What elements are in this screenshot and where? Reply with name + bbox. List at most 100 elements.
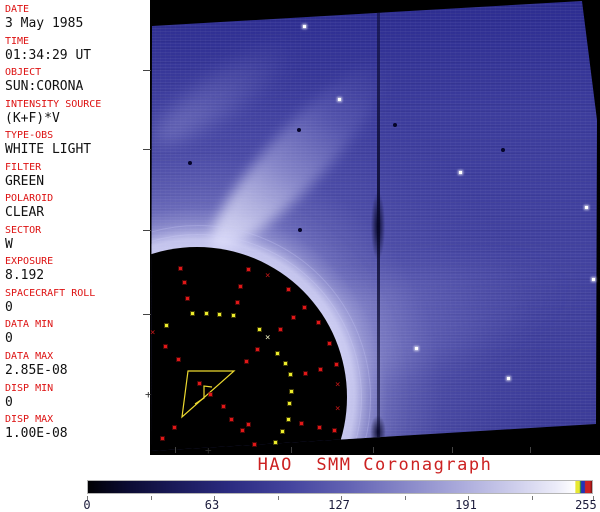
field-value: 0 <box>5 331 13 347</box>
field-label: SPACECRAFT ROLL <box>5 287 96 299</box>
colorbar-tick <box>214 496 215 500</box>
fiducial-cross: × <box>150 328 156 338</box>
fiducial-dot <box>303 371 308 376</box>
fiducial-dot <box>316 320 321 325</box>
fiducial-cross: × <box>265 271 271 281</box>
metadata-field: DISP MIN 0 <box>0 382 150 414</box>
field-value: 0 <box>5 394 13 410</box>
fiducial-cross: × <box>335 380 341 390</box>
plus-fiducial-marker: + <box>145 388 152 401</box>
metadata-field: DATA MIN 0 <box>0 318 150 350</box>
field-label: FILTER <box>5 161 42 173</box>
fiducial-dot <box>273 440 278 445</box>
fiducial-dot <box>197 381 202 386</box>
metadata-field: TYPE-OBS WHITE LIGHT <box>0 129 150 161</box>
colorbar-tick <box>150 496 152 500</box>
fiducial-dot <box>275 351 280 356</box>
field-value: 3 May 1985 <box>5 16 84 31</box>
fiducial-dot <box>255 347 260 352</box>
fiducial-dot <box>283 361 288 366</box>
metadata-field: SPACECRAFT ROLL 0 <box>0 287 150 319</box>
field-label: POLAROID <box>5 193 54 205</box>
metadata-field: OBJECT SUN:CORONA <box>0 66 150 98</box>
star-point <box>459 171 462 174</box>
metadata-field: POLAROID CLEAR <box>0 192 150 224</box>
fiducial-dot <box>286 417 291 422</box>
field-value: CLEAR <box>5 205 45 221</box>
fiducial-cross: × <box>335 404 341 414</box>
fiducial-dot <box>257 327 262 332</box>
metadata-field: DATA MAX 2.85E-08 <box>0 350 150 382</box>
star-point <box>338 98 341 101</box>
fiducial-cross: × <box>265 333 271 343</box>
fiducial-dot <box>172 425 177 430</box>
caption-title: HAO SMM Coronagraph <box>257 455 493 475</box>
fiducial-dot <box>246 422 251 427</box>
field-label: EXPOSURE <box>5 256 54 268</box>
detector-frame <box>151 1 597 451</box>
colorbar-label: 63 <box>204 498 220 512</box>
fiducial-dot <box>217 312 222 317</box>
axis-tick-left <box>143 314 151 315</box>
fiducial-dot <box>280 429 285 434</box>
fiducial-dot <box>334 362 339 367</box>
colorbar-label: 0 <box>83 498 91 512</box>
fiducial-dot <box>299 421 304 426</box>
star-point <box>585 206 588 209</box>
field-label: OBJECT <box>5 67 42 79</box>
axis-tick-bottom <box>175 447 176 453</box>
field-value: SUN:CORONA <box>5 79 84 95</box>
fiducial-dot <box>317 425 322 430</box>
field-value: GREEN <box>5 173 45 189</box>
pylon-shadow-blob <box>371 192 385 260</box>
field-value: (K+F)*V <box>5 110 60 126</box>
field-label: DATA MAX <box>5 351 54 363</box>
axis-tick-bottom <box>373 447 374 453</box>
field-value: 01:34:29 UT <box>5 47 92 63</box>
field-value: 2.85E-08 <box>5 363 68 379</box>
fiducial-dot <box>182 280 187 285</box>
colorbar-tick <box>593 496 594 500</box>
fiducial-dot <box>160 436 165 441</box>
fiducial-dot <box>238 284 243 289</box>
metadata-sidebar: DATE 3 May 1985 TIME 01:34:29 UT OBJECT SUN:C… <box>0 0 150 455</box>
fiducial-dot <box>244 359 249 364</box>
fiducial-dot <box>302 305 307 310</box>
axis-tick-left <box>143 149 151 150</box>
dark-speck <box>298 228 302 232</box>
colorbar-tick <box>87 496 88 500</box>
fiducial-dot <box>278 327 283 332</box>
field-label: DISP MAX <box>5 414 54 426</box>
metadata-field: EXPOSURE 8.192 <box>0 255 150 287</box>
star-point <box>592 278 595 281</box>
fiducial-dot <box>327 341 332 346</box>
fiducial-dot <box>163 344 168 349</box>
field-label: DATA MIN <box>5 319 54 331</box>
dark-speck <box>393 123 397 127</box>
field-label: DISP MIN <box>5 382 54 394</box>
field-label: SECTOR <box>5 224 42 236</box>
fiducial-dot <box>291 315 296 320</box>
fiducial-dot <box>246 267 251 272</box>
star-point <box>415 347 418 350</box>
intensity-colorbar <box>87 480 593 494</box>
colorbar-label: 255 <box>575 498 597 512</box>
field-value: 1.00E-08 <box>5 426 68 442</box>
region-polygon <box>181 370 236 419</box>
fiducial-dot <box>287 401 292 406</box>
field-value: WHITE LIGHT <box>5 142 92 158</box>
fiducial-dot <box>286 287 291 292</box>
field-value: 0 <box>5 299 13 315</box>
metadata-field: DATE 3 May 1985 <box>0 3 150 35</box>
fiducial-dot <box>289 389 294 394</box>
metadata-field: TIME 01:34:29 UT <box>0 35 150 67</box>
fiducial-overlay: × × × × × <box>150 0 600 455</box>
fiducial-dot <box>288 372 293 377</box>
star-point <box>507 377 510 380</box>
fiducial-dot <box>176 357 181 362</box>
fiducial-dot <box>240 428 245 433</box>
fiducial-dot <box>318 367 323 372</box>
fiducial-dot <box>178 266 183 271</box>
field-label: TIME <box>5 35 30 47</box>
